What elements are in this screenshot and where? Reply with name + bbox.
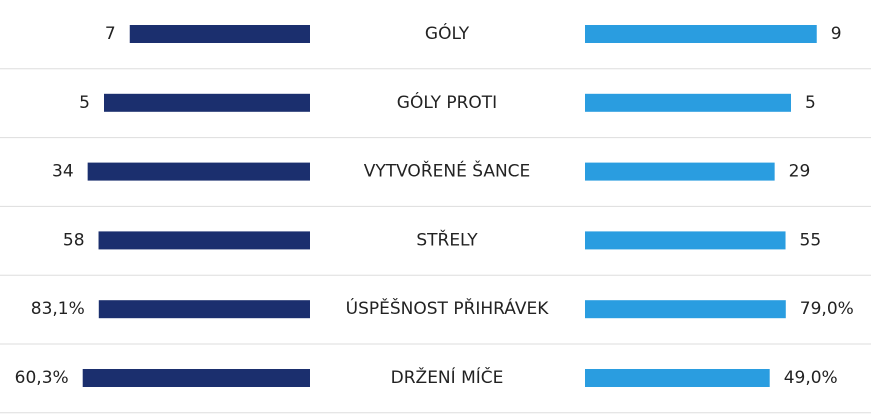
left-value-label: 60,3% [15, 368, 69, 388]
category-label: GÓLY PROTI [397, 91, 497, 113]
left-value-label: 83,1% [31, 299, 85, 319]
category-label: DRŽENÍ MÍČE [391, 366, 504, 388]
right-value-label: 5 [805, 93, 816, 113]
right-bar [585, 369, 770, 387]
left-value-label: 34 [52, 162, 74, 182]
left-value-label: 58 [63, 230, 85, 250]
left-bar [82, 369, 310, 387]
right-bar [585, 162, 775, 181]
left-bar [98, 231, 310, 250]
category-label: GÓLY [425, 22, 470, 44]
left-value-label: 7 [105, 24, 116, 44]
category-label: VYTVOŘENÉ ŠANCE [364, 160, 531, 182]
right-bar [585, 25, 817, 43]
right-value-label: 49,0% [784, 368, 838, 388]
category-label: ÚSPĚŠNOST PŘIHRÁVEK [346, 297, 550, 319]
left-bar [87, 162, 311, 181]
right-value-label: 79,0% [800, 299, 854, 319]
right-bar [585, 231, 786, 250]
right-bar [585, 93, 791, 112]
left-value-label: 5 [79, 93, 90, 113]
left-bar [98, 300, 310, 319]
right-bar [585, 300, 786, 319]
left-bar [104, 93, 310, 112]
right-value-label: 9 [831, 24, 842, 44]
right-value-label: 55 [800, 230, 822, 250]
left-bar [129, 25, 310, 43]
category-label: STŘELY [416, 228, 478, 250]
right-value-label: 29 [789, 162, 811, 182]
